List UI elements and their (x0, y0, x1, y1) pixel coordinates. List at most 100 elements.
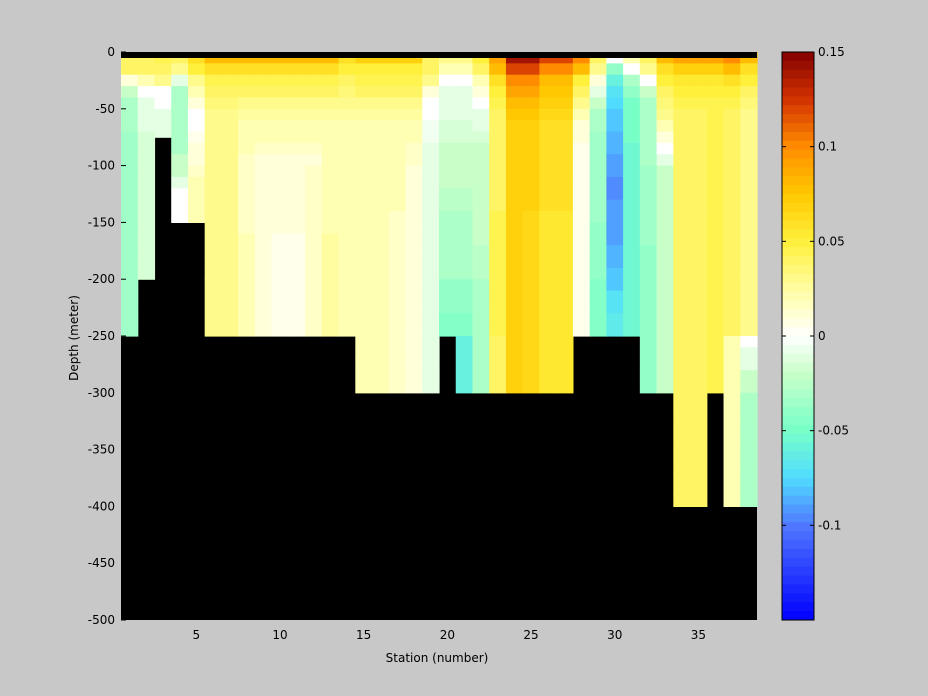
heatmap-cell (673, 131, 691, 144)
heatmap-cell (254, 131, 273, 144)
colorbar-band (782, 433, 814, 444)
heatmap-cell (572, 74, 591, 87)
heatmap-cell (589, 176, 607, 189)
heatmap-cell (254, 176, 273, 189)
heatmap-cell (639, 370, 658, 383)
heatmap-cell (656, 108, 674, 121)
surface-line (121, 52, 757, 58)
heatmap-cell (522, 86, 541, 99)
heatmap-cell (740, 483, 758, 496)
heatmap-cell (355, 199, 373, 212)
heatmap-cell (439, 199, 457, 212)
heatmap-cell (572, 176, 591, 189)
heatmap-cell (723, 438, 741, 451)
heatmap-cell (623, 279, 641, 292)
colorbar-band (782, 194, 814, 204)
heatmap-cell (606, 211, 624, 223)
heatmap-cell (455, 142, 474, 155)
heatmap-cell (288, 290, 306, 303)
heatmap-cell (673, 358, 691, 371)
colorbar-band (782, 96, 814, 106)
heatmap-cell (656, 313, 674, 326)
colorbar-tick-label: 0.05 (818, 234, 845, 248)
heatmap-cell (539, 347, 557, 360)
heatmap-cell (171, 74, 189, 87)
heatmap-cell (372, 108, 390, 121)
heatmap-cell (121, 108, 139, 121)
heatmap-cell (271, 142, 289, 155)
heatmap-cell (405, 279, 423, 292)
heatmap-cell (254, 199, 273, 212)
heatmap-cell (539, 165, 557, 178)
heatmap-cell (121, 267, 139, 280)
heatmap-cell (137, 267, 156, 280)
heatmap-cell (288, 301, 306, 314)
heatmap-cell (690, 438, 708, 451)
y-tick-label: -300 (88, 386, 115, 400)
heatmap-cell (221, 256, 239, 269)
heatmap-cell (673, 165, 691, 178)
heatmap-cell (338, 233, 356, 246)
heatmap-cell (606, 267, 624, 280)
heatmap-cell (439, 188, 457, 201)
heatmap-cell (405, 63, 423, 76)
heatmap-cell (606, 324, 624, 337)
heatmap-cell (439, 279, 457, 292)
heatmap-cell (505, 245, 524, 258)
heatmap-cell (505, 154, 524, 167)
heatmap-cell (405, 165, 423, 178)
heatmap-cell (723, 460, 741, 473)
heatmap-cell (673, 267, 691, 280)
heatmap-cell (656, 233, 674, 246)
heatmap-cell (522, 313, 541, 326)
heatmap-cell (740, 86, 758, 99)
heatmap-cell (539, 131, 557, 144)
heatmap-cell (673, 426, 691, 439)
heatmap-cell (238, 301, 256, 314)
heatmap-cell (221, 301, 239, 314)
heatmap-cell (623, 233, 641, 246)
heatmap-cell (673, 120, 691, 133)
heatmap-cell (121, 188, 139, 201)
heatmap-cell (740, 256, 758, 269)
heatmap-cell (522, 120, 541, 133)
heatmap-cell (572, 63, 591, 76)
heatmap-cell (690, 392, 708, 405)
heatmap-cell (690, 120, 708, 133)
heatmap-cell (723, 267, 741, 280)
heatmap-cell (673, 472, 691, 485)
heatmap-cell (405, 381, 423, 394)
heatmap-cell (204, 211, 223, 223)
heatmap-cell (154, 131, 172, 138)
heatmap-cell (656, 63, 674, 76)
heatmap-cell (204, 108, 223, 121)
heatmap-cell (639, 336, 658, 348)
heatmap-cell (472, 358, 490, 371)
heatmap-cell (355, 267, 373, 280)
heatmap-cell (706, 199, 725, 212)
heatmap-cell (556, 74, 574, 87)
heatmap-cell (422, 267, 440, 280)
colorbar-band (782, 309, 814, 319)
heatmap-cell (656, 154, 674, 167)
heatmap-cell (690, 86, 708, 99)
heatmap-cell (121, 131, 139, 144)
y-axis: 0 -50 -100 -150 -200 -250 -300 -350 -400 -450 -500 (88, 45, 126, 627)
heatmap-cell (606, 245, 624, 258)
heatmap-cell (690, 404, 708, 417)
heatmap-cell (455, 165, 474, 178)
colorbar-band (782, 522, 814, 532)
heatmap-cell (723, 279, 741, 292)
heatmap-cell (121, 313, 139, 326)
heatmap-cell (589, 86, 607, 99)
heatmap-cell (740, 176, 758, 189)
heatmap-cell (589, 63, 607, 76)
heatmap-cell (706, 370, 725, 383)
heatmap-cell (639, 324, 658, 337)
heatmap-cell (690, 131, 708, 144)
heatmap-cell (589, 154, 607, 167)
heatmap-cell (121, 86, 139, 99)
heatmap-cell (321, 290, 340, 303)
heatmap-cell (623, 313, 641, 326)
heatmap-cell (439, 313, 457, 326)
